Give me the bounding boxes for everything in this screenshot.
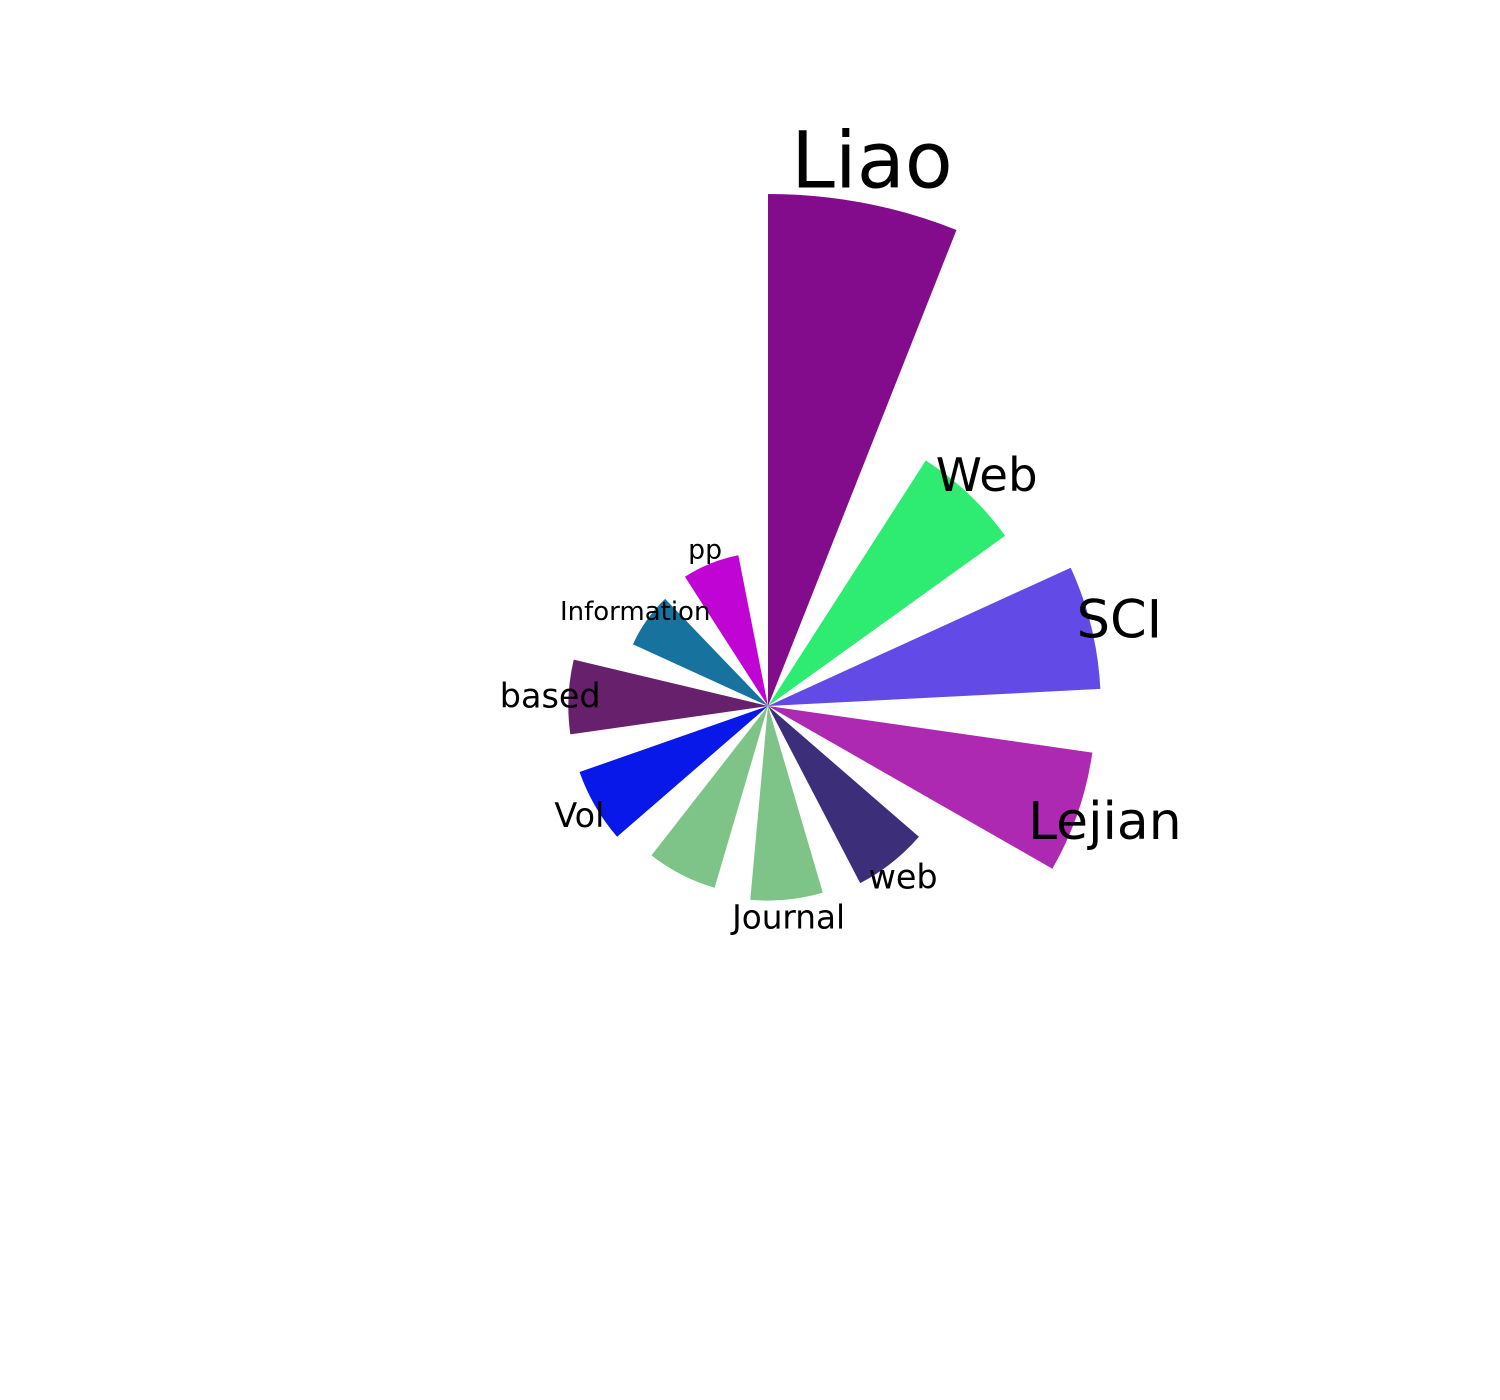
label-group: Liao Web SCI Lejian web Journal Vol based Inform…: [500, 115, 1182, 937]
wedge-journal-5: [750, 706, 823, 901]
wedge-pp-10: [684, 555, 768, 706]
wedge-vol-7: [579, 706, 768, 837]
wedge-liao-0: [768, 194, 957, 706]
label-liao-0: Liao: [791, 115, 953, 207]
label-web-1: Web: [936, 449, 1038, 503]
wedge-based-8: [568, 659, 768, 735]
label-pp-10: pp: [688, 534, 722, 565]
wedge-lejian-3: [768, 706, 1093, 869]
label-web-4: web: [869, 858, 938, 897]
wedge-web-4: [768, 706, 919, 884]
label-information-9: Information: [560, 597, 711, 627]
wedge-unlabeled-6: [651, 706, 768, 888]
label-lejian-3: Lejian: [1028, 792, 1181, 852]
label-journal-5: Journal: [730, 899, 845, 937]
label-vol-7: Vol: [554, 796, 604, 835]
label-sci-2: SCI: [1077, 590, 1163, 651]
wedge-information-9: [632, 598, 768, 706]
wedge-web-1: [768, 460, 1006, 706]
wedge-group: [568, 194, 1101, 901]
label-based-8: based: [500, 677, 601, 716]
wedge-sci-2: [768, 567, 1101, 706]
